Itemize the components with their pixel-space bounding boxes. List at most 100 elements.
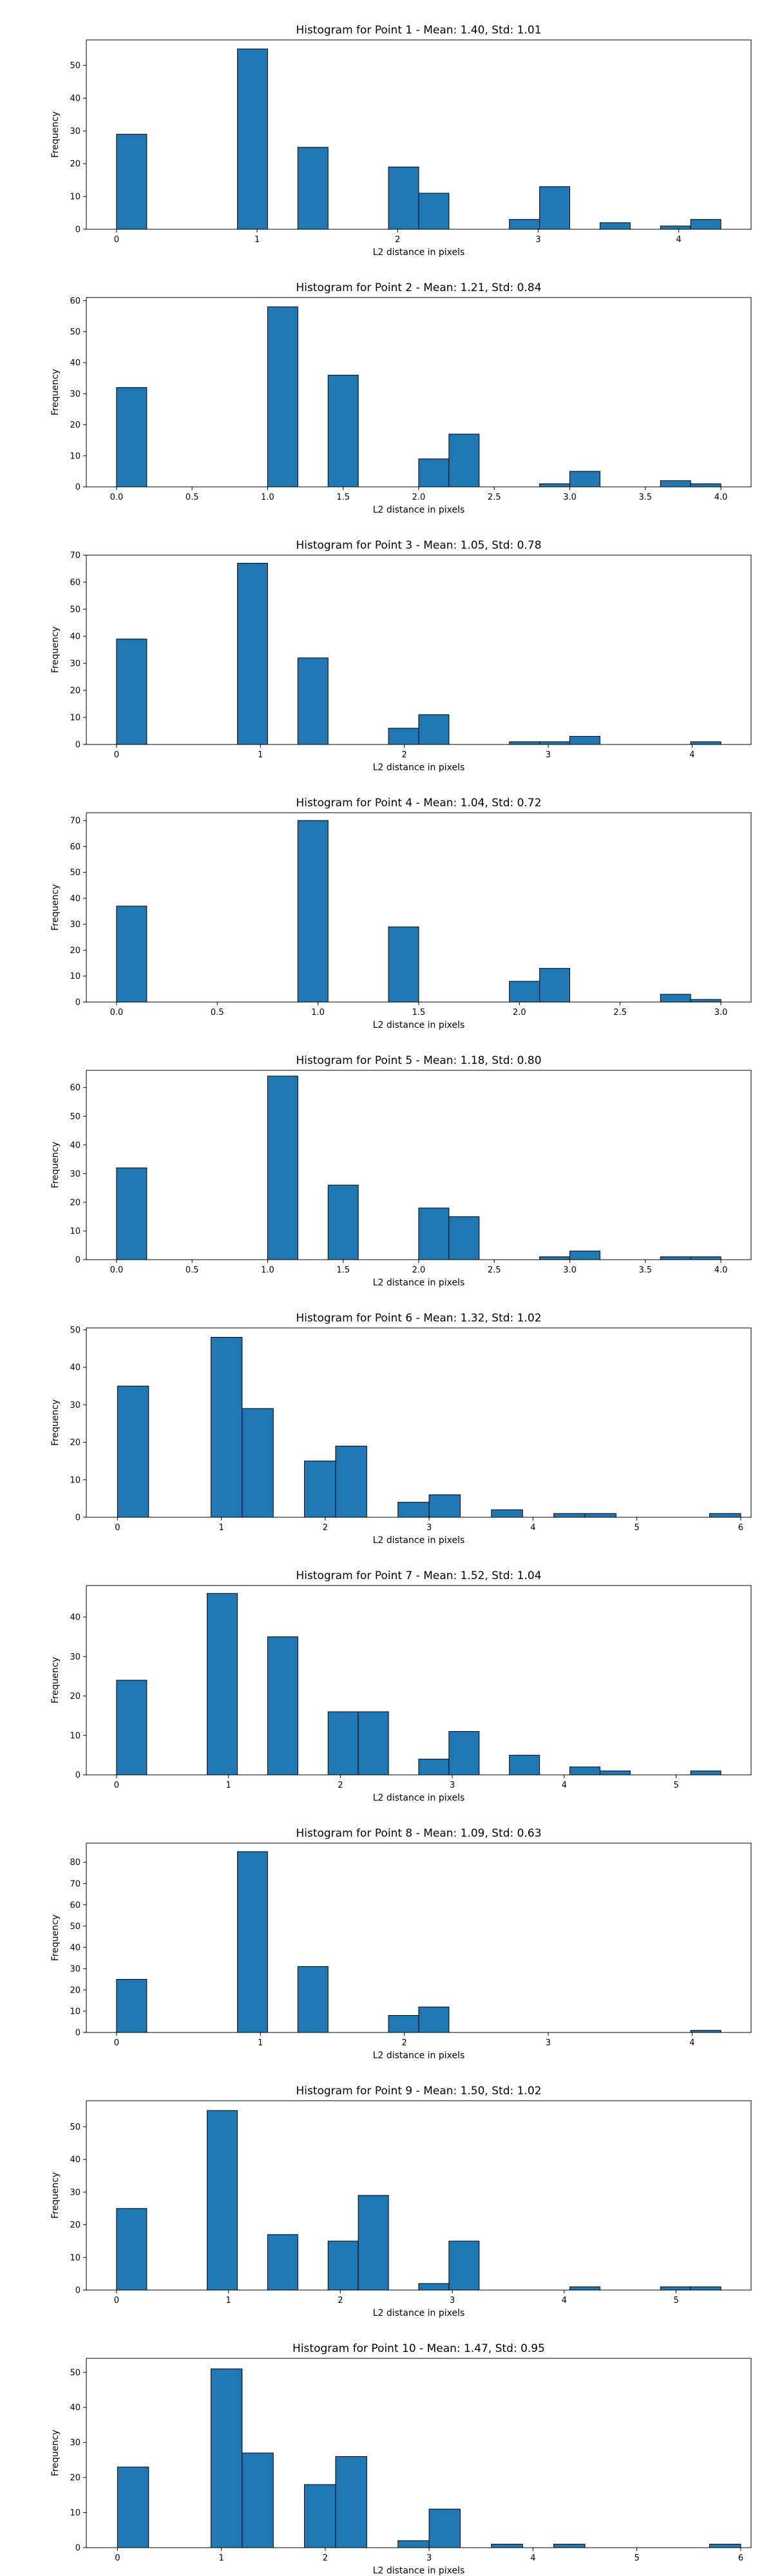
x-axis-label: L2 distance in pixels (373, 247, 465, 258)
histogram-bar (267, 306, 298, 488)
x-tick-label: 4.0 (714, 1265, 728, 1275)
y-axis-label: Frequency (50, 1915, 61, 1961)
y-tick-label: 50 (70, 61, 81, 71)
histogram-bar (242, 1408, 274, 1518)
histogram-bar (660, 225, 691, 230)
y-tick-label: 50 (70, 2368, 81, 2378)
x-tick-label: 1 (258, 2038, 263, 2048)
x-tick-label: 3.0 (714, 1008, 728, 1018)
x-tick-label: 1 (226, 2296, 231, 2306)
histogram-bar (690, 2286, 721, 2291)
x-tick-label: 1.0 (261, 493, 274, 502)
y-tick-label: 20 (70, 421, 81, 430)
x-tick-label: 4 (562, 1781, 567, 1790)
histogram-bar (539, 1256, 571, 1260)
y-tick-label: 70 (70, 1879, 81, 1889)
y-tick-label: 0 (75, 2029, 81, 2038)
x-tick-label: 2 (323, 1523, 328, 1533)
y-tick-label: 30 (70, 1170, 81, 1179)
histogram-bar (599, 1770, 631, 1776)
y-tick-label: 60 (70, 842, 81, 852)
x-tick-label: 0 (114, 1781, 119, 1790)
x-tick-label: 1 (226, 1781, 231, 1790)
histogram-panel-7: Histogram for Point 7 - Mean: 1.52, Std:… (50, 1569, 752, 1803)
x-tick-label: 4 (689, 2038, 694, 2048)
y-tick-label: 30 (70, 127, 81, 137)
histogram-bar (116, 2208, 148, 2291)
y-tick-label: 40 (70, 1943, 81, 1953)
histogram-bar (690, 999, 721, 1003)
x-tick-label: 3 (535, 235, 540, 245)
histogram-bar (237, 563, 268, 745)
x-tick-label: 0.0 (110, 493, 124, 502)
histogram-bar (207, 2110, 238, 2291)
x-tick-label: 3 (546, 2038, 551, 2048)
x-tick-label: 2 (338, 2296, 343, 2306)
y-tick-label: 20 (70, 2474, 81, 2483)
histogram-bar (327, 1184, 359, 1260)
histogram-bar (116, 1680, 148, 1776)
x-tick-label: 2 (395, 235, 400, 245)
x-tick-label: 5 (634, 2553, 639, 2563)
histogram-bar (599, 222, 631, 230)
histogram-bar (690, 219, 721, 230)
x-axis-label: L2 distance in pixels (373, 762, 465, 773)
histogram-bar (690, 1770, 721, 1776)
histogram-bar (116, 1167, 148, 1260)
histogram-bar (660, 480, 691, 488)
histogram-bar (116, 905, 148, 1003)
x-tick-label: 6 (738, 2553, 743, 2563)
y-axis-label: Frequency (50, 884, 61, 931)
axes-frame (86, 554, 752, 745)
x-tick-label: 3.0 (563, 493, 577, 502)
histogram-bar (418, 1759, 450, 1776)
x-tick-label: 3 (450, 2296, 455, 2306)
y-tick-label: 20 (70, 160, 81, 169)
histogram-bar (117, 1385, 149, 1518)
histogram-bar (327, 374, 359, 488)
histogram-bar (539, 741, 571, 745)
x-tick-label: 1 (218, 1523, 224, 1533)
y-tick-label: 40 (70, 94, 81, 104)
histogram-bar (116, 133, 148, 230)
y-tick-label: 60 (70, 1083, 81, 1093)
x-tick-label: 2 (402, 2038, 407, 2048)
y-tick-label: 0 (75, 225, 81, 235)
y-tick-label: 50 (70, 1922, 81, 1931)
histogram-bar (448, 2240, 480, 2291)
y-axis-label: Frequency (50, 2430, 61, 2476)
x-tick-label: 2.5 (488, 493, 501, 502)
chart-title: Histogram for Point 1 - Mean: 1.40, Std:… (296, 24, 541, 37)
chart-title: Histogram for Point 3 - Mean: 1.05, Std:… (296, 539, 541, 552)
axes-frame (86, 2100, 752, 2291)
x-tick-label: 3 (450, 1781, 455, 1790)
histogram-panel-4: Histogram for Point 4 - Mean: 1.04, Std:… (50, 797, 752, 1030)
histogram-panel-3: Histogram for Point 3 - Mean: 1.05, Std:… (50, 539, 752, 773)
x-axis-label: L2 distance in pixels (373, 505, 465, 515)
x-tick-label: 0 (115, 1523, 120, 1533)
histogram-bar (569, 735, 600, 745)
x-tick-label: 0.0 (110, 1265, 124, 1275)
x-tick-label: 0 (114, 2296, 119, 2306)
y-tick-label: 30 (70, 1964, 81, 1974)
x-tick-label: 2.0 (412, 493, 426, 502)
y-tick-label: 30 (70, 659, 81, 669)
x-tick-label: 1.0 (261, 1265, 274, 1275)
y-tick-label: 0 (75, 998, 81, 1008)
x-tick-label: 3 (546, 750, 551, 760)
x-tick-label: 1.5 (412, 1008, 426, 1018)
histogram-bar (428, 1494, 461, 1518)
x-tick-label: 1 (218, 2553, 224, 2563)
y-axis-label: Frequency (50, 2172, 61, 2219)
x-tick-label: 1.5 (336, 493, 350, 502)
chart-title: Histogram for Point 9 - Mean: 1.50, Std:… (296, 2085, 541, 2098)
y-tick-label: 40 (70, 1363, 81, 1373)
x-axis-label: L2 distance in pixels (373, 1278, 465, 1288)
x-tick-label: 5 (673, 2296, 678, 2306)
x-axis-label: L2 distance in pixels (373, 2050, 465, 2061)
histogram-bar (304, 2484, 336, 2548)
x-tick-label: 4.0 (714, 493, 728, 502)
histogram-bar (211, 1337, 243, 1518)
y-tick-label: 10 (70, 193, 81, 202)
